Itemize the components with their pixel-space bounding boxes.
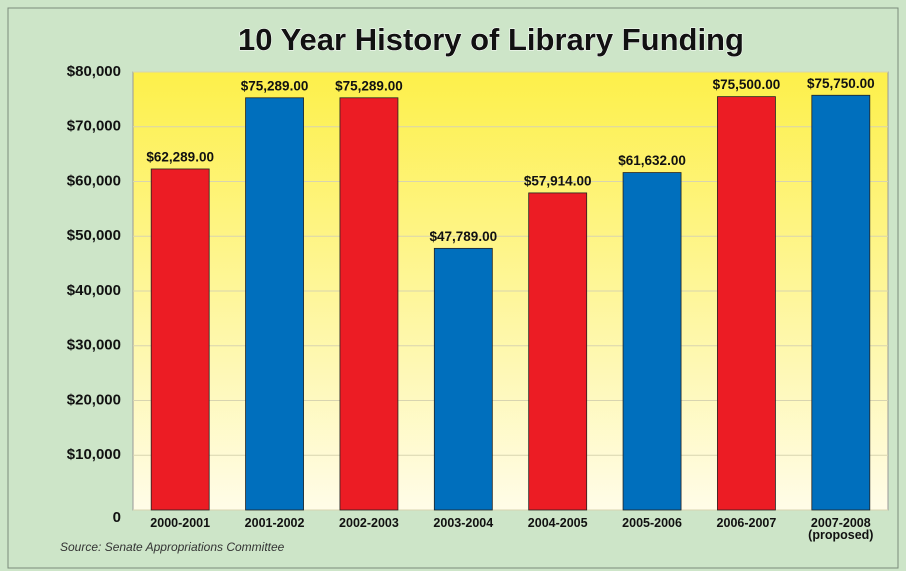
bar xyxy=(150,168,210,511)
value-label: $75,289.00 xyxy=(241,78,309,93)
y-tick-label: $30,000 xyxy=(67,337,121,354)
x-tick-label: 2002-2003 xyxy=(339,516,399,530)
bar xyxy=(717,96,776,511)
bar xyxy=(622,172,682,511)
bar xyxy=(339,97,399,511)
x-tick-label: 2004-2005 xyxy=(527,516,588,530)
value-label: $62,289.00 xyxy=(146,150,214,165)
y-tick-label: 0 xyxy=(113,509,121,526)
chart-title: 10 Year History of Library Funding xyxy=(238,22,744,57)
bar xyxy=(811,94,871,511)
value-label: $61,632.00 xyxy=(618,153,686,168)
y-tick-label: $10,000 xyxy=(67,446,121,463)
y-tick-label: $70,000 xyxy=(67,118,121,135)
source: Source: Senate Appropriations Committee xyxy=(60,540,285,554)
x-tick-label: 2006-2007 xyxy=(716,516,777,530)
y-tick-label: $20,000 xyxy=(67,391,121,408)
x-tick-label: 2001-2002 xyxy=(244,516,305,530)
bar xyxy=(245,97,304,511)
value-label: $75,500.00 xyxy=(713,77,781,92)
bar xyxy=(528,192,588,511)
x-tick-label: 2005-2006 xyxy=(622,516,682,530)
y-tick-label: $60,000 xyxy=(67,172,121,189)
value-label: $75,289.00 xyxy=(335,78,403,93)
x-tick-label: 2003-2004 xyxy=(433,516,494,530)
x-tick-label: 2007-2008 (proposed) xyxy=(808,516,874,542)
bar xyxy=(433,247,493,511)
value-label: $47,789.00 xyxy=(430,229,498,244)
y-tick-label: $40,000 xyxy=(67,282,121,299)
x-tick-label: 2000-2001 xyxy=(150,516,211,530)
value-label: $57,914.00 xyxy=(524,173,592,188)
y-tick-label: $80,000 xyxy=(67,63,121,80)
frame xyxy=(7,7,899,569)
y-tick-label: $50,000 xyxy=(67,227,121,244)
value-label: $75,750.00 xyxy=(807,76,875,91)
